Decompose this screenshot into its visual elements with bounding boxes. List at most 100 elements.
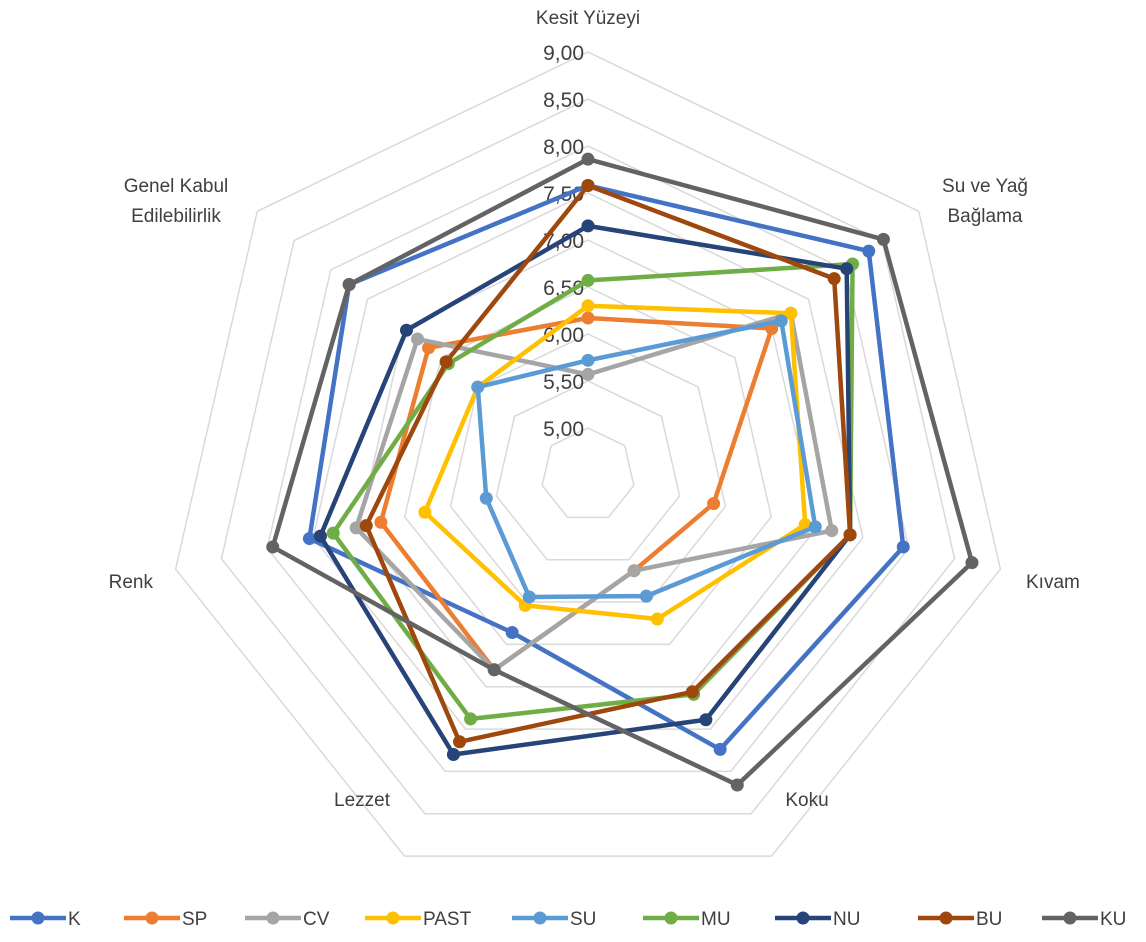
data-point-cv <box>581 367 595 381</box>
legend-swatch-marker <box>533 911 547 925</box>
series-line-k <box>307 183 906 752</box>
data-point-k <box>862 244 876 258</box>
legend-label: SU <box>570 909 596 930</box>
data-point-mu <box>581 273 595 287</box>
tick-label: 8,50 <box>543 89 584 112</box>
legend-label: K <box>68 909 81 930</box>
series-line-nu <box>318 223 853 757</box>
legend-swatch-marker <box>1063 911 1077 925</box>
data-point-past <box>784 306 798 320</box>
data-point-su <box>808 520 822 534</box>
data-point-su <box>639 589 653 603</box>
legend-swatch-marker <box>31 911 45 925</box>
data-point-cv <box>410 332 424 346</box>
data-point-past <box>650 612 664 626</box>
series-su <box>471 314 822 604</box>
tick-label: 8,00 <box>543 136 584 159</box>
axis-label-genel-kabul: Genel Kabul Edilebilirlik <box>124 176 229 227</box>
grid-ring <box>220 98 956 815</box>
legend-swatch-marker <box>939 911 953 925</box>
data-point-ku <box>730 778 744 792</box>
data-point-su <box>522 590 536 604</box>
axis-label-kesit-yuzeyi: Kesit Yüzeyi <box>536 8 640 29</box>
data-point-ku <box>266 540 280 554</box>
data-point-k <box>302 532 316 546</box>
axis-label-kivam: Kıvam <box>1026 572 1080 593</box>
data-point-nu <box>313 529 327 543</box>
series-line-past <box>422 303 808 622</box>
data-point-su <box>774 314 788 328</box>
data-point-ku <box>876 232 890 246</box>
data-point-sp <box>374 515 388 529</box>
legend-swatch-marker <box>386 911 400 925</box>
data-point-sp <box>581 311 595 325</box>
grid-ring <box>266 145 910 773</box>
data-point-cv <box>627 564 641 578</box>
series-line-cv <box>353 310 835 673</box>
data-point-k <box>505 626 519 640</box>
legend-swatch-marker <box>796 911 810 925</box>
series-line-bu <box>363 183 853 745</box>
data-point-bu <box>359 519 373 533</box>
data-point-nu <box>446 747 460 761</box>
data-point-bu <box>685 685 699 699</box>
tick-label: 5,50 <box>543 371 584 394</box>
data-point-bu <box>439 355 453 369</box>
legend-label: MU <box>701 909 731 930</box>
data-point-k <box>896 540 910 554</box>
radar-grid <box>174 51 1002 857</box>
series-line-ku <box>270 156 975 788</box>
axis-label-lezzet: Lezzet <box>334 790 391 811</box>
axis-label-renk: Renk <box>109 572 154 593</box>
data-point-bu <box>581 178 595 192</box>
axis-label-koku: Koku <box>785 790 828 811</box>
axis-label-su-ve-yag-baglama: Su ve Yağ Bağlama <box>942 176 1028 227</box>
legend-label: BU <box>976 909 1002 930</box>
legend-label: NU <box>833 909 860 930</box>
series-cv <box>349 306 839 677</box>
data-point-ku <box>487 663 501 677</box>
tick-label: 6,50 <box>543 277 584 300</box>
tick-label: 9,00 <box>543 42 584 65</box>
grid-ring <box>541 427 635 519</box>
data-point-past <box>418 505 432 519</box>
data-point-su <box>479 491 493 505</box>
data-point-bu <box>827 272 841 286</box>
data-point-mu <box>326 526 340 540</box>
legend-label: CV <box>303 909 330 930</box>
legend-swatch-marker <box>145 911 159 925</box>
data-point-nu <box>699 713 713 727</box>
data-point-sp <box>707 497 721 511</box>
series-ku <box>266 152 979 792</box>
data-point-sp <box>422 341 436 355</box>
data-point-k <box>713 742 727 756</box>
data-point-cv <box>349 521 363 535</box>
data-point-su <box>581 353 595 367</box>
legend: K SP CV PAST SU MU NU BU KU <box>10 909 1126 930</box>
data-point-nu <box>581 219 595 233</box>
data-point-ku <box>581 152 595 166</box>
series-line-su <box>475 318 818 600</box>
legend-swatch-marker <box>664 911 678 925</box>
data-point-nu <box>840 262 854 276</box>
legend-label: KU <box>1100 909 1126 930</box>
legend-label: SP <box>182 909 207 930</box>
data-point-mu <box>464 712 478 726</box>
data-point-ku <box>342 278 356 292</box>
grid-ring <box>358 239 818 688</box>
grid-ring <box>312 192 864 730</box>
data-point-ku <box>965 556 979 570</box>
axis-labels: Kesit Yüzeyi Su ve Yağ Bağlama Kıvam Koku… <box>109 8 1080 811</box>
series-layer <box>266 152 979 792</box>
grid-ring <box>495 380 681 561</box>
series-bu <box>359 178 857 749</box>
data-point-bu <box>453 735 467 749</box>
data-point-cv <box>825 524 839 538</box>
data-point-bu <box>843 528 857 542</box>
data-point-past <box>581 299 595 313</box>
legend-label: PAST <box>423 909 472 930</box>
grid-ring <box>174 51 1002 857</box>
data-point-nu <box>399 323 413 337</box>
legend-swatch-marker <box>266 911 280 925</box>
